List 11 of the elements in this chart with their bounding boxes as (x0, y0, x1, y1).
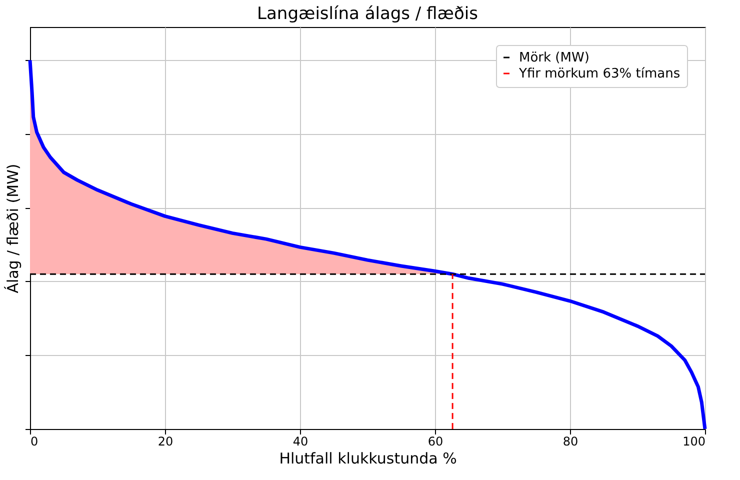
chart-title: Langæislína álags / flæðis (257, 4, 478, 24)
x-tick-label: 80 (562, 434, 578, 448)
x-axis-title: Hlutfall klukkustunda % (279, 450, 457, 468)
x-tick-label: 60 (428, 434, 444, 448)
x-tick-label: 100 (682, 434, 706, 448)
legend-label: Yfir mörkum 63% tímans (518, 66, 680, 82)
x-tick-label: 40 (292, 434, 308, 448)
x-tick-label: 0 (30, 434, 38, 448)
legend-label: Mörk (MW) (519, 50, 590, 66)
y-axis-title: Álag / flæði (MW) (4, 164, 22, 294)
x-tick-label: 20 (158, 434, 174, 448)
